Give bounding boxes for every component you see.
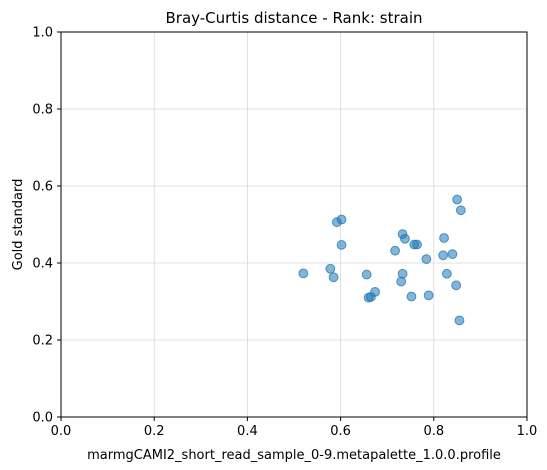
data-point <box>325 263 336 274</box>
data-point <box>452 194 463 205</box>
x-tick-label: 0.2 <box>144 424 165 439</box>
y-tick-label: 0.6 <box>32 180 53 195</box>
plot-frame <box>60 31 528 418</box>
data-point <box>441 268 452 279</box>
y-axis-label: Gold standard <box>11 179 26 271</box>
data-point <box>336 214 347 225</box>
y-tick-label: 0.2 <box>32 334 53 349</box>
data-point <box>361 269 372 280</box>
data-point <box>455 205 466 216</box>
data-point <box>406 291 417 302</box>
grid <box>60 31 528 418</box>
data-point <box>447 249 458 260</box>
data-point <box>400 233 410 244</box>
x-axis-label: marmgCAMI2_short_read_sample_0-9.metapal… <box>87 448 501 463</box>
data-point <box>336 240 347 250</box>
data-point <box>438 250 449 261</box>
data-point <box>439 233 449 243</box>
x-tick-label: 0.8 <box>423 424 444 439</box>
y-tick-label: 1.0 <box>32 26 53 41</box>
y-tick-label: 0.8 <box>32 103 53 118</box>
data-point <box>451 280 462 291</box>
data-point <box>390 245 401 256</box>
data-point <box>454 315 465 326</box>
x-tick-label: 0.6 <box>330 424 351 439</box>
data-point <box>298 268 309 279</box>
x-tick-label: 0.0 <box>51 424 72 439</box>
x-tick-label: 1.0 <box>517 424 538 439</box>
x-tick-label: 0.4 <box>237 424 258 439</box>
data-point <box>412 239 422 250</box>
data-point <box>421 254 432 265</box>
x-axis-ticks: 0.0 0.2 0.4 0.6 0.8 1.0 <box>51 417 538 439</box>
y-tick-label: 0.4 <box>32 257 53 272</box>
chart-title: Bray-Curtis distance - Rank: strain <box>166 9 423 27</box>
y-axis-ticks: 0.0 0.2 0.4 0.6 0.8 1.0 <box>32 26 61 426</box>
data-points <box>298 194 466 326</box>
data-point <box>423 290 434 301</box>
y-tick-label: 0.0 <box>32 411 53 426</box>
data-point <box>397 268 408 279</box>
data-point <box>370 286 380 297</box>
data-point <box>328 272 339 283</box>
